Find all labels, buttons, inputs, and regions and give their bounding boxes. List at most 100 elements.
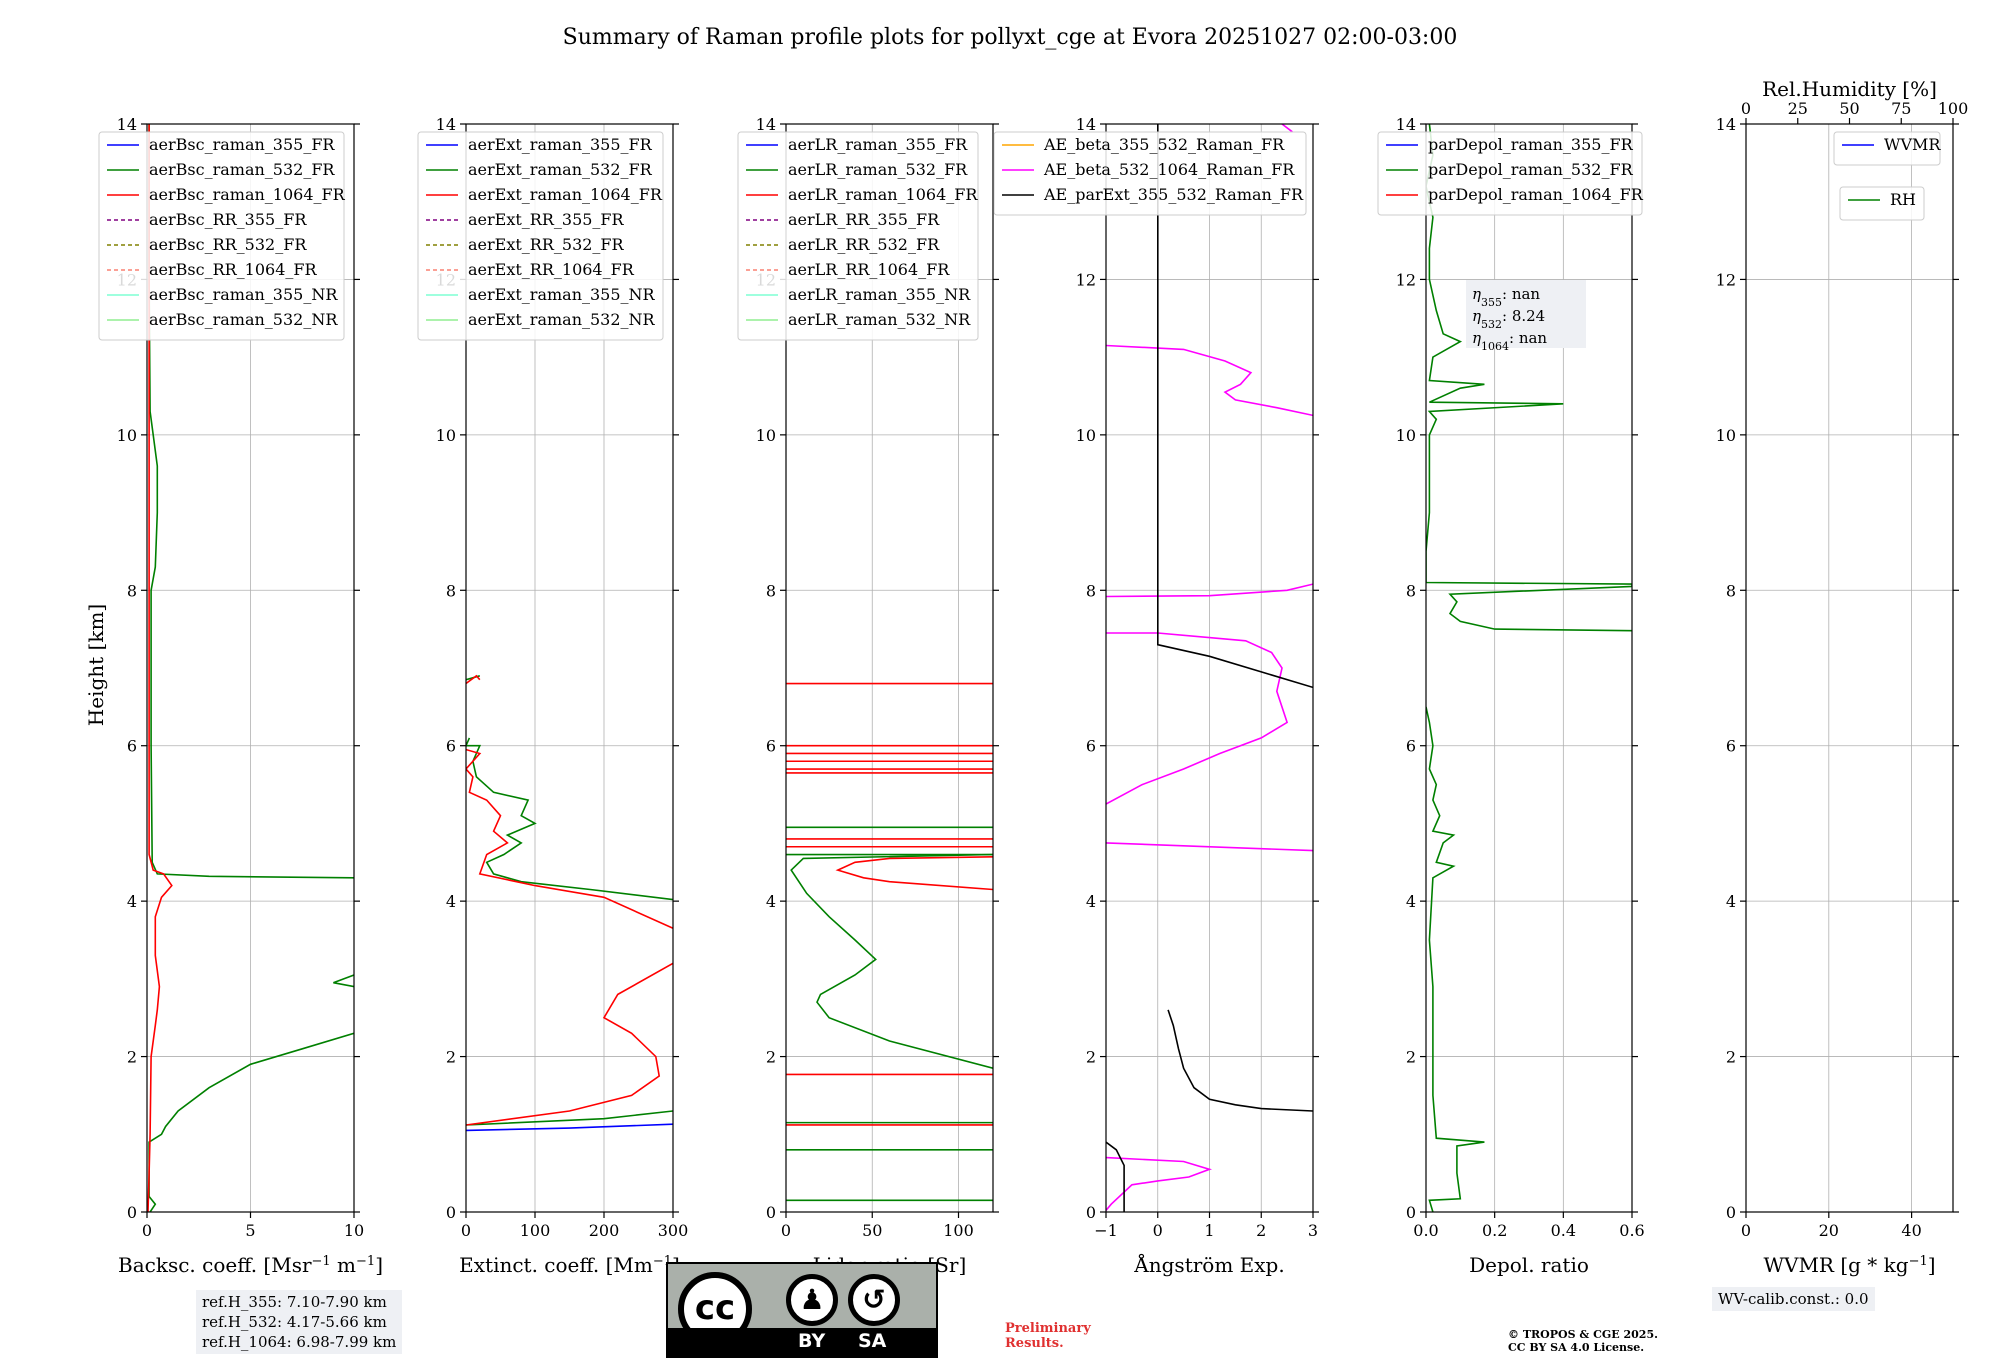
license-by: BY [798,1330,826,1352]
legend-label: aerLR_RR_532_FR [788,235,940,254]
x-tick-label: 0 [1741,1221,1751,1240]
y-tick-label: 6 [1726,737,1736,756]
series-AE_beta_532_1064_Raman_FR [1106,124,1313,1211]
legend-label: aerLR_raman_355_FR [788,135,968,154]
legend-box [737,131,979,341]
y-tick-label: 10 [117,426,137,445]
y-tick-label: 0 [446,1203,456,1222]
legend: aerExt_raman_355_FR aerExt_raman_532_FRae… [417,131,664,341]
y-tick-label: 2 [446,1048,456,1067]
legend-label: aerExt_raman_355_NR [468,285,656,304]
y-tick-label: 0 [1406,1203,1416,1222]
y-tick-label: 2 [127,1048,137,1067]
x-tick-label: 0.4 [1551,1221,1576,1240]
legend-label: aerBsc_raman_532_FR [149,160,335,179]
series-aerLR_raman_532_FR [790,853,993,1069]
legend-label: AE_parExt_355_532_Raman_FR [1043,185,1304,204]
legend: aerLR_raman_355_FR aerLR_raman_532_FR aerL… [737,131,979,341]
reference-heights-box: ref.H_355: 7.10-7.90 km ref.H_532: 4.17-… [196,1290,403,1354]
x-tick-label: 10 [344,1221,364,1240]
series-aerExt_raman_532_FR [466,675,673,1126]
x-tick-label: 300 [658,1221,689,1240]
legend-label: aerExt_RR_532_FR [468,235,625,254]
y-tick-label: 8 [1406,581,1416,600]
legend-label: aerBsc_raman_532_NR [149,310,338,329]
y-tick-label: 6 [446,737,456,756]
legend-label: aerLR_raman_1064_FR [788,185,978,204]
series-parDepol_raman_532_FR [1426,124,1632,1212]
panel-depolarization: 0 2 4 6 8 10 12 14 0.0 0.2 0.4 0.6 Depol. ratio parDe… [1377,115,1645,1277]
x-tick-label: 0.6 [1619,1221,1644,1240]
top-x-tick-label: 100 [1938,99,1969,118]
y-tick-label: 0 [766,1203,776,1222]
axes-frame [1745,123,1954,1213]
y-tick-label: 10 [1076,426,1096,445]
axes-frame [785,123,994,1213]
y-tick-label: 10 [1396,426,1416,445]
legend-label: aerLR_RR_1064_FR [788,260,950,279]
attribution-icon: ♟ [786,1274,838,1326]
legend: WVMR [1833,131,1941,166]
x-tick-label: 40 [1901,1221,1921,1240]
y-tick-label: 4 [127,892,137,911]
ref-height-355: ref.H_355: 7.10-7.90 km [202,1293,387,1311]
y-tick-label: 12 [1716,270,1736,289]
series-aerExt_raman_355_FR [466,1123,673,1132]
x-tick-label: 100 [943,1221,974,1240]
legend-label: AE_beta_355_532_Raman_FR [1043,135,1285,154]
legend-box [1833,131,1941,166]
top-x-tick-label: 0 [1741,99,1751,118]
y-tick-label: 14 [1076,115,1096,134]
x-tick-label: −1 [1094,1221,1118,1240]
legend-label: parDepol_raman_355_FR [1428,135,1634,154]
wv-calibration-text: WV-calib.const.: 0.0 [1718,1290,1869,1308]
panels: 024681012140510Backsc. coeff. [Msr−1 m−1… [98,77,1969,1277]
y-tick-label: 14 [117,115,137,134]
legend-label: aerExt_RR_1064_FR [468,260,635,279]
license-bar [668,1328,936,1356]
legend-label: aerBsc_raman_355_NR [149,285,338,304]
y-axis-label: Height [km] [84,604,108,726]
y-tick-label: 14 [756,115,776,134]
y-tick-label: 4 [1086,892,1096,911]
top-x-tick-label: 50 [1839,99,1859,118]
y-tick-label: 14 [1396,115,1416,134]
x-tick-label: 0 [461,1221,471,1240]
cc-license-badge: cc ♟ ↺ BY SA [666,1262,938,1358]
y-tick-label: 14 [1716,115,1736,134]
y-tick-label: 6 [1086,737,1096,756]
panel-lidar_ratio: 02468101214050100Lidar ratio [Sr]aerLR_r… [737,115,999,1277]
series-aerBsc_raman_1064_FR [147,124,173,1212]
x-tick-label: 0 [142,1221,152,1240]
x-axis-label: Depol. ratio [1469,1253,1589,1277]
y-tick-label: 0 [1726,1203,1736,1222]
x-tick-label: 20 [1819,1221,1839,1240]
series-aerBsc_raman_532_FR [148,124,354,1212]
legend-label: aerBsc_raman_1064_FR [149,185,346,204]
legend-label: aerExt_RR_355_FR [468,210,625,229]
legend-label: parDepol_raman_1064_FR [1428,185,1644,204]
top-x-tick-label: 25 [1788,99,1808,118]
annotation-line: η532: 8.24 [1472,307,1545,331]
x-axis-label: Backsc. coeff. [Msr−1 m−1] [118,1253,383,1277]
y-tick-label: 2 [1086,1048,1096,1067]
y-tick-label: 10 [756,426,776,445]
x-tick-label: 3 [1308,1221,1318,1240]
figure-title: Summary of Raman profile plots for polly… [563,25,1458,50]
copyright-note: © TROPOS & CGE 2025. CC BY SA 4.0 Licens… [1508,1328,1658,1354]
panel-backscatter: 024681012140510Backsc. coeff. [Msr−1 m−1… [98,115,383,1277]
y-tick-label: 4 [446,892,456,911]
top-x-tick-label: 75 [1891,99,1911,118]
annotation-box [1466,280,1586,348]
legend-label: aerExt_raman_1064_FR [468,185,663,204]
series-aerLR_raman_1064_FR [835,856,993,891]
legend-label: aerExt_raman_532_FR [468,160,653,179]
y-tick-label: 6 [766,737,776,756]
x-tick-label: 0.0 [1413,1221,1438,1240]
y-tick-label: 12 [1396,270,1416,289]
y-tick-label: 8 [446,581,456,600]
x-tick-label: 2 [1256,1221,1266,1240]
annotation-line: η1064: nan [1472,329,1547,353]
legend-label: aerLR_RR_355_FR [788,210,940,229]
